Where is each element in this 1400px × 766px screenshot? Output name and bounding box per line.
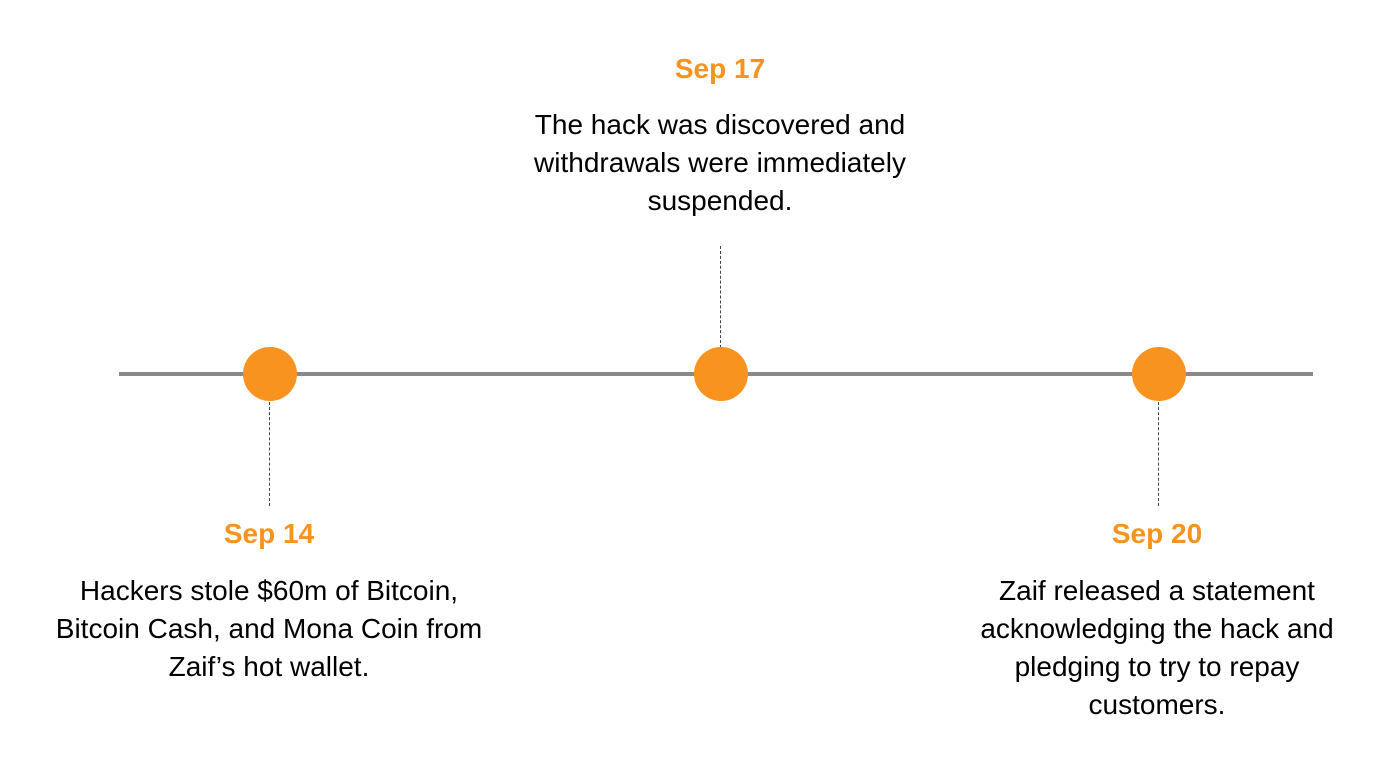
event-description-sep-17: The hack was discovered and withdrawals … — [534, 109, 906, 216]
connector-sep-14 — [269, 402, 270, 506]
connector-sep-17 — [720, 246, 721, 348]
event-date-sep-17: Sep 17 — [674, 53, 766, 84]
event-date-sep-20: Sep 20 — [1111, 518, 1203, 549]
connector-sep-20 — [1158, 402, 1159, 506]
event-description-sep-20: Zaif released a statement acknowledging … — [980, 575, 1334, 720]
marker-sep-14 — [243, 347, 297, 401]
marker-sep-17 — [694, 347, 748, 401]
event-date-sep-14: Sep 14 — [223, 518, 315, 549]
marker-sep-20 — [1132, 347, 1186, 401]
event-description-sep-14: Hackers stole $60m of Bitcoin, Bitcoin C… — [55, 575, 483, 682]
